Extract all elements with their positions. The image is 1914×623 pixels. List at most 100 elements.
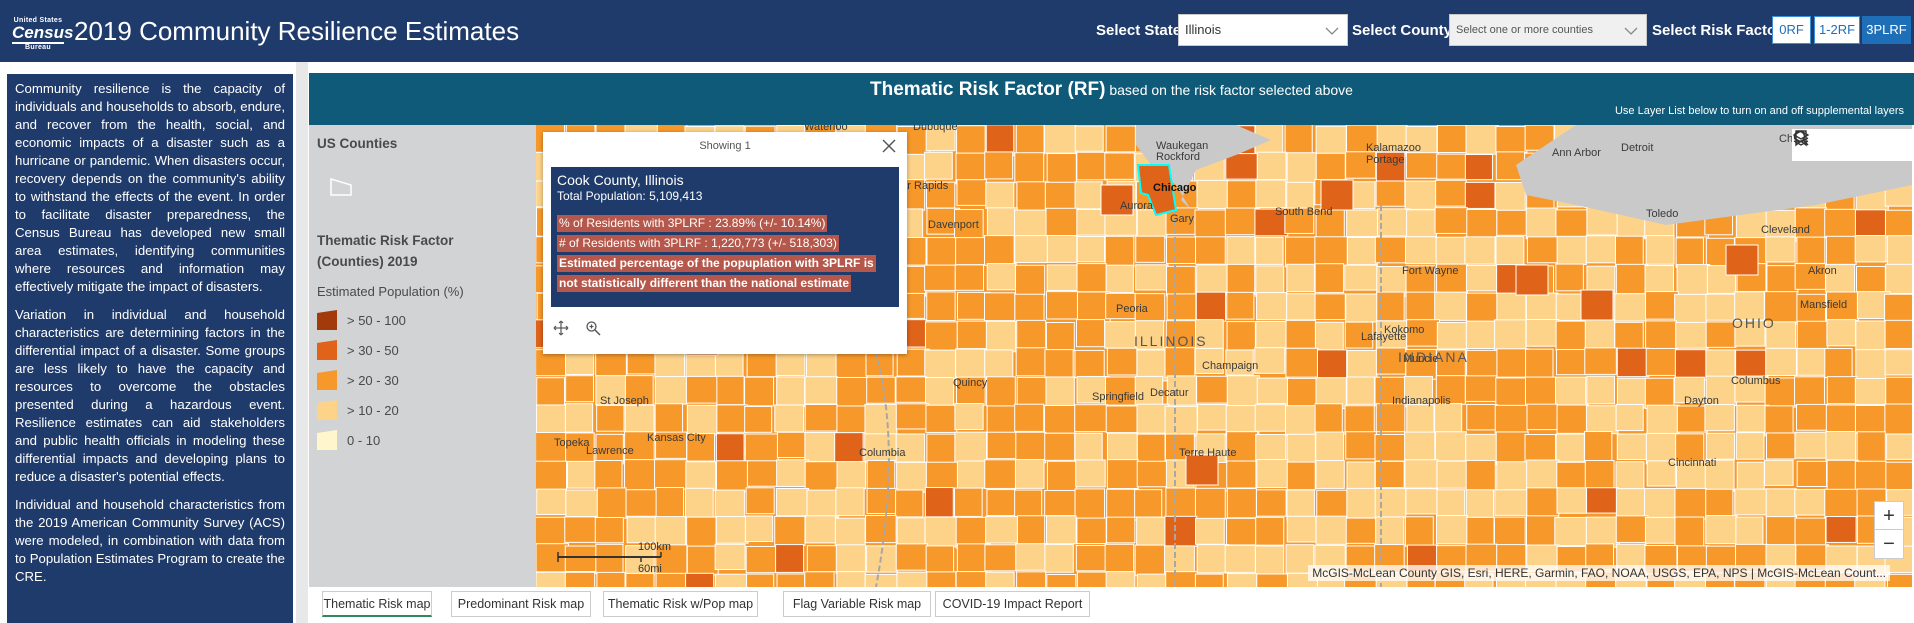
county-polygon[interactable]	[716, 375, 745, 406]
county-polygon[interactable]	[836, 461, 866, 490]
county-polygon[interactable]	[775, 349, 806, 377]
county-polygon[interactable]	[1584, 431, 1613, 462]
county-polygon[interactable]	[985, 320, 1017, 353]
county-polygon[interactable]	[596, 404, 625, 432]
county-polygon[interactable]	[1526, 403, 1558, 431]
county-polygon[interactable]	[1285, 236, 1317, 268]
county-polygon[interactable]	[1556, 404, 1589, 434]
county-polygon[interactable]	[1794, 263, 1826, 290]
county-polygon[interactable]	[1100, 184, 1134, 216]
county-polygon[interactable]	[1856, 431, 1886, 462]
county-polygon[interactable]	[1255, 489, 1287, 517]
county-polygon[interactable]	[564, 571, 596, 587]
county-polygon[interactable]	[1615, 488, 1647, 519]
county-polygon[interactable]	[1046, 291, 1079, 320]
county-polygon[interactable]	[955, 348, 987, 379]
county-polygon[interactable]	[1705, 515, 1738, 545]
county-polygon[interactable]	[1044, 432, 1076, 461]
county-polygon[interactable]	[1494, 181, 1526, 214]
county-polygon[interactable]	[1466, 208, 1498, 239]
county-polygon[interactable]	[1765, 488, 1798, 519]
county-polygon[interactable]	[1314, 293, 1346, 321]
county-polygon[interactable]	[1584, 460, 1615, 489]
county-polygon[interactable]	[1044, 125, 1077, 154]
county-polygon[interactable]	[1164, 515, 1198, 547]
county-polygon[interactable]	[1435, 431, 1467, 462]
county-polygon[interactable]	[1286, 489, 1315, 521]
county-polygon[interactable]	[745, 487, 775, 515]
county-polygon[interactable]	[686, 545, 719, 576]
county-polygon[interactable]	[1195, 236, 1226, 265]
county-polygon[interactable]	[984, 349, 1014, 381]
county-polygon[interactable]	[1854, 405, 1888, 434]
county-polygon[interactable]	[1106, 488, 1139, 521]
county-polygon[interactable]	[984, 459, 1017, 489]
county-polygon[interactable]	[1046, 235, 1078, 263]
county-polygon[interactable]	[775, 544, 805, 573]
county-polygon[interactable]	[1046, 460, 1078, 492]
county-polygon[interactable]	[1286, 152, 1317, 183]
county-polygon[interactable]	[1705, 432, 1736, 460]
county-polygon[interactable]	[1346, 236, 1378, 266]
cook-county-highlight[interactable]	[1136, 164, 1178, 217]
risk-button-3plrf[interactable]: 3PLRF	[1862, 16, 1911, 44]
county-polygon[interactable]	[1226, 263, 1256, 296]
county-polygon[interactable]	[1015, 125, 1045, 156]
county-polygon[interactable]	[1616, 347, 1650, 378]
county-polygon[interactable]	[1644, 377, 1675, 410]
county-polygon[interactable]	[1796, 403, 1829, 431]
county-polygon[interactable]	[1376, 208, 1411, 237]
county-polygon[interactable]	[1884, 293, 1912, 323]
county-polygon[interactable]	[1556, 487, 1587, 514]
county-polygon[interactable]	[1105, 376, 1138, 406]
county-polygon[interactable]	[1286, 263, 1315, 293]
county-polygon[interactable]	[1525, 515, 1559, 547]
county-polygon[interactable]	[624, 431, 655, 462]
county-polygon[interactable]	[1705, 349, 1736, 379]
county-polygon[interactable]	[1185, 454, 1219, 486]
county-polygon[interactable]	[1825, 404, 1859, 434]
county-polygon[interactable]	[1854, 209, 1887, 237]
county-polygon[interactable]	[1315, 152, 1346, 183]
county-polygon[interactable]	[1465, 320, 1498, 349]
county-polygon[interactable]	[1674, 516, 1705, 548]
county-polygon[interactable]	[596, 487, 627, 519]
county-polygon[interactable]	[1405, 291, 1440, 323]
county-polygon[interactable]	[744, 405, 773, 433]
county-polygon[interactable]	[1585, 235, 1618, 264]
county-polygon[interactable]	[1286, 515, 1317, 543]
county-polygon[interactable]	[1436, 460, 1468, 489]
county-polygon[interactable]	[1434, 403, 1463, 435]
county-polygon[interactable]	[1404, 516, 1434, 547]
county-polygon[interactable]	[895, 489, 924, 518]
county-polygon[interactable]	[1135, 235, 1166, 263]
county-polygon[interactable]	[1465, 489, 1494, 518]
county-polygon[interactable]	[1014, 459, 1045, 489]
county-polygon[interactable]	[1136, 403, 1170, 434]
county-polygon[interactable]	[1346, 487, 1377, 519]
county-polygon[interactable]	[1075, 459, 1106, 488]
county-polygon[interactable]	[1196, 179, 1229, 210]
county-polygon[interactable]	[746, 460, 779, 487]
county-polygon[interactable]	[1645, 291, 1679, 320]
county-polygon[interactable]	[1614, 321, 1644, 350]
county-multiselect[interactable]: Select one or more counties	[1449, 14, 1647, 46]
county-polygon[interactable]	[925, 404, 958, 433]
county-polygon[interactable]	[1074, 181, 1103, 210]
county-polygon[interactable]	[1374, 433, 1409, 462]
county-polygon[interactable]	[1344, 405, 1375, 435]
county-polygon[interactable]	[1615, 403, 1644, 432]
county-polygon[interactable]	[1796, 320, 1829, 352]
county-polygon[interactable]	[625, 545, 655, 577]
county-polygon[interactable]	[1016, 376, 1048, 407]
county-polygon[interactable]	[1885, 263, 1912, 295]
county-polygon[interactable]	[714, 489, 745, 518]
county-polygon[interactable]	[1616, 377, 1649, 409]
county-polygon[interactable]	[655, 487, 685, 518]
county-polygon[interactable]	[1674, 487, 1707, 520]
county-polygon[interactable]	[1165, 487, 1197, 518]
county-polygon[interactable]	[1555, 320, 1588, 351]
county-polygon[interactable]	[924, 264, 956, 291]
county-polygon[interactable]	[1855, 320, 1889, 353]
county-polygon[interactable]	[1705, 321, 1737, 348]
